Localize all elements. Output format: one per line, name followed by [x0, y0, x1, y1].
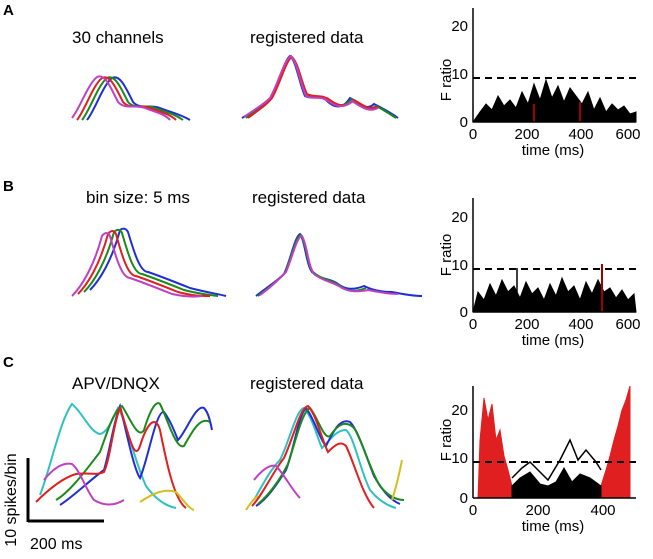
panel-b-fratio-plot: 0 10 20 0 200 400 600 time (ms) F ratio — [438, 198, 641, 349]
x-axis-label: time (ms) — [522, 518, 585, 535]
fratio-black-outline — [511, 438, 602, 482]
panel-a-mid-title: registered data — [250, 28, 364, 47]
trace-red — [76, 76, 177, 121]
panel-a-raw-traces — [71, 75, 191, 121]
x-tick: 0 — [469, 126, 477, 143]
x-axis-label: time (ms) — [522, 142, 585, 159]
trace-magenta — [259, 234, 399, 296]
trace-green — [257, 233, 367, 297]
panel-b-registered-traces — [255, 232, 423, 297]
x-tick: 200 — [514, 126, 539, 143]
scale-bar: 10 spikes/bin 200 ms — [3, 453, 104, 553]
panel-label-c: C — [3, 354, 14, 371]
trace-red — [247, 55, 379, 119]
fratio-red-left — [477, 397, 513, 499]
scale-bar-vertical-label: 10 spikes/bin — [3, 453, 20, 546]
y-tick: 10 — [451, 257, 468, 274]
x-tick: 400 — [568, 126, 593, 143]
trace-yellow — [391, 459, 403, 501]
scale-bar-horizontal-label: 200 ms — [30, 536, 82, 553]
y-tick: 10 — [451, 450, 468, 467]
trace-red — [251, 404, 375, 509]
y-tick: 20 — [451, 402, 468, 419]
trace-green — [83, 228, 219, 297]
trace-yellow — [245, 495, 259, 511]
trace-blue — [255, 406, 401, 507]
panel-a-fratio-plot: 0 10 20 0 200 400 600 time (ms) F ratio — [438, 8, 641, 159]
trace-yellow — [139, 489, 195, 511]
y-tick: 10 — [451, 66, 468, 83]
y-axis-label: F ratio — [438, 59, 455, 102]
panel-c-raw-traces — [35, 402, 213, 511]
panel-b-raw-traces — [71, 227, 227, 298]
x-tick: 0 — [469, 316, 477, 333]
y-tick: 20 — [451, 18, 468, 35]
y-tick: 0 — [460, 304, 468, 321]
trace-magenta — [71, 75, 171, 121]
fratio-red-right — [600, 385, 631, 499]
trace-magenta — [253, 464, 301, 499]
panel-b-mid-title: registered data — [252, 188, 366, 207]
x-tick: 0 — [469, 502, 477, 519]
trace-magenta — [243, 54, 379, 118]
y-tick: 0 — [460, 114, 468, 131]
x-tick: 200 — [514, 316, 539, 333]
panel-a-left-title: 30 channels — [72, 28, 164, 47]
trace-red — [77, 230, 211, 297]
trace-blue — [89, 227, 227, 297]
panel-b-left-title: bin size: 5 ms — [86, 188, 190, 207]
y-axis-label: F ratio — [438, 419, 455, 462]
trace-red — [35, 405, 187, 509]
x-tick: 400 — [590, 502, 615, 519]
y-axis-label: F ratio — [438, 234, 455, 277]
trace-magenta — [43, 462, 125, 506]
panel-c-left-title: APV/DNQX — [72, 374, 160, 393]
y-tick: 0 — [460, 490, 468, 507]
panel-c-fratio-plot: 0 10 20 0 200 400 time (ms) F ratio — [438, 385, 636, 535]
trace-blue — [86, 76, 191, 121]
fratio-noise — [472, 78, 637, 123]
x-tick: 400 — [568, 316, 593, 333]
x-tick: 600 — [615, 316, 640, 333]
trace-green — [257, 406, 405, 505]
panel-label-b: B — [3, 178, 14, 195]
x-tick: 600 — [615, 126, 640, 143]
trace-cyan — [253, 406, 397, 509]
trace-blue — [59, 402, 213, 506]
y-tick: 20 — [451, 209, 468, 226]
panel-c-registered-traces — [245, 404, 405, 511]
panel-label-a: A — [3, 2, 14, 19]
panel-c-mid-title: registered data — [250, 374, 364, 393]
x-axis-label: time (ms) — [522, 332, 585, 349]
panel-a-registered-traces — [241, 54, 399, 119]
x-tick: 200 — [525, 502, 550, 519]
trace-green — [55, 402, 211, 501]
fratio-noise — [472, 276, 637, 313]
trace-green — [81, 76, 184, 121]
fratio-black-mid — [511, 466, 602, 499]
trace-magenta — [71, 232, 203, 298]
